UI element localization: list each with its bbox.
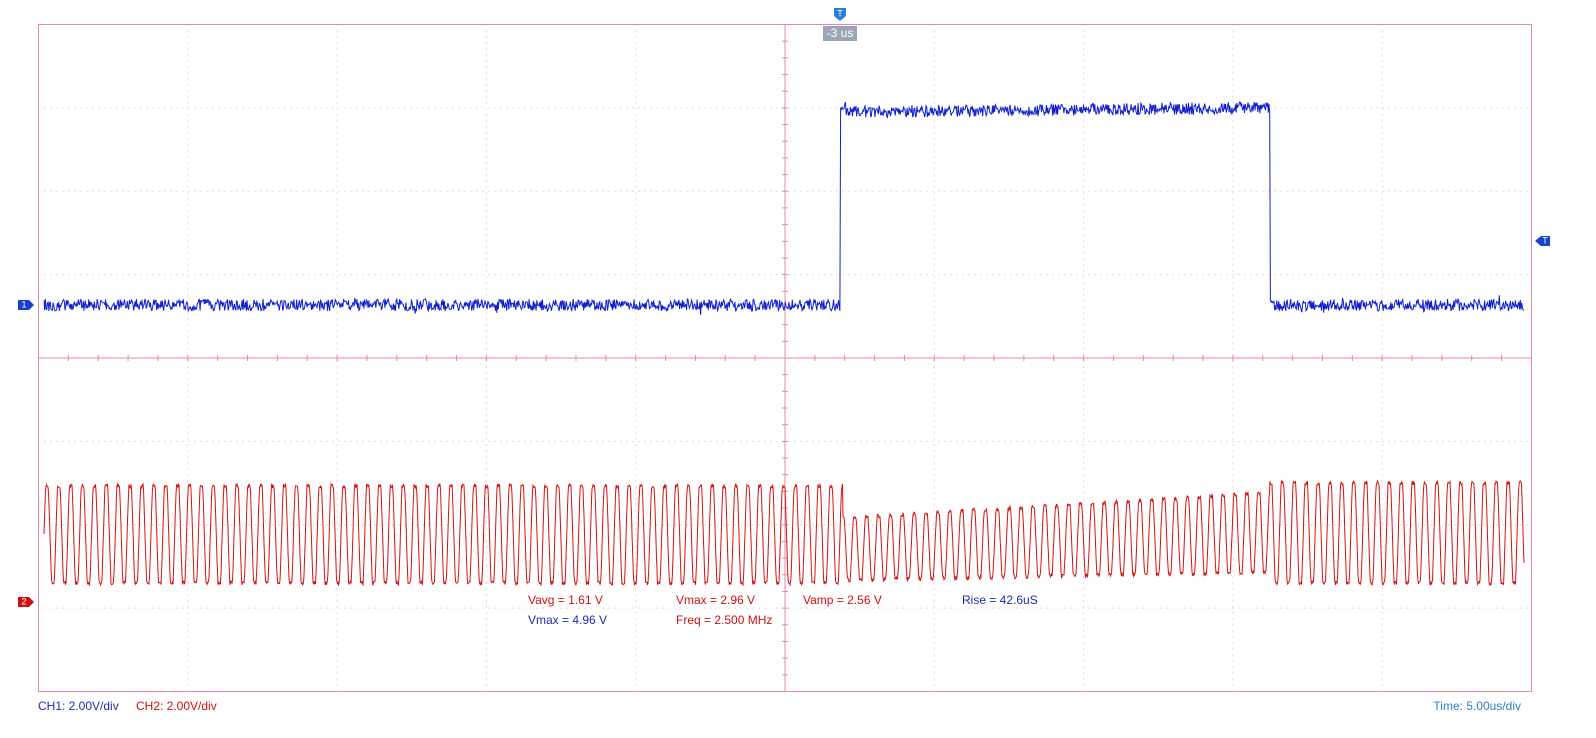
graticule bbox=[38, 24, 1532, 692]
measurement: Vamp = 2.56 V bbox=[803, 593, 882, 607]
ch2-marker bbox=[18, 597, 34, 607]
trigger-marker bbox=[834, 8, 846, 21]
level-marker bbox=[1535, 236, 1550, 246]
measurement: Vavg = 1.61 V bbox=[528, 593, 603, 607]
measurement: Vmax = 2.96 V bbox=[676, 593, 755, 607]
ch1-scale: CH1: 2.00V/div bbox=[38, 699, 119, 713]
ch2-trace bbox=[43, 479, 1525, 587]
ch2-marker-label: 2 bbox=[21, 596, 26, 606]
ch1-marker-label: 1 bbox=[21, 299, 26, 309]
measurement: Rise = 42.6uS bbox=[962, 593, 1038, 607]
ch2-scale: CH2: 2.00V/div bbox=[136, 699, 217, 713]
level-marker-label: T bbox=[1542, 235, 1548, 245]
measurement: Freq = 2.500 MHz bbox=[676, 613, 772, 627]
time-scale: Time: 5.00us/div bbox=[1433, 699, 1521, 713]
measurement: Vmax = 4.96 V bbox=[528, 613, 607, 627]
ch1-trace bbox=[43, 101, 1525, 316]
trigger-offset: -3 us bbox=[827, 26, 854, 40]
trigger-offset-box bbox=[823, 26, 857, 41]
ch1-marker bbox=[18, 300, 34, 310]
trigger-marker-label: T bbox=[837, 8, 843, 18]
